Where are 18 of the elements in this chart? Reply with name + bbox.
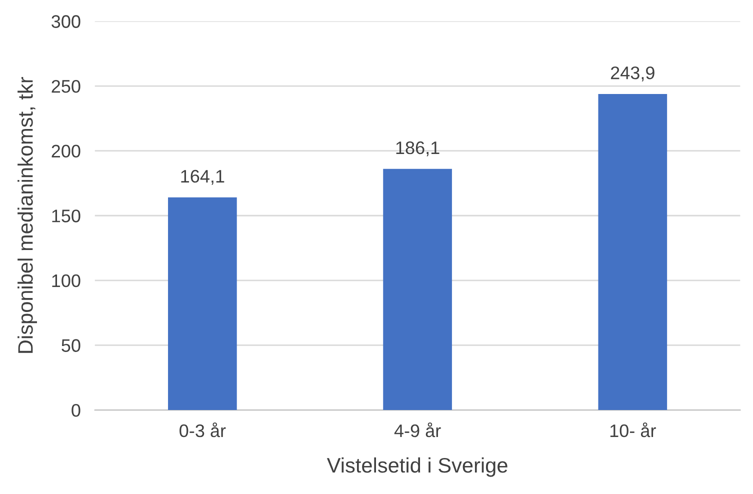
data-label: 164,1 <box>181 170 224 185</box>
x-tick-label: 4-9 år <box>394 422 441 438</box>
y-tick-label: 200 <box>52 144 80 158</box>
bar <box>383 168 452 410</box>
y-tick-label: 300 <box>52 15 80 28</box>
data-label: 186,1 <box>396 141 440 156</box>
data-label: 243,9 <box>610 66 654 82</box>
y-tick-label: 0 <box>72 404 80 417</box>
y-axis-title: Disponibel medianinkomst, tkr <box>18 77 37 353</box>
x-tick-label: 0-3 år <box>180 422 226 438</box>
y-tick-label: 50 <box>62 339 80 352</box>
y-tick-label: 100 <box>52 274 80 288</box>
bar <box>168 197 237 410</box>
x-axis-title: Vistelsetid i Sverige <box>326 457 508 477</box>
y-tick-label: 150 <box>52 210 80 222</box>
x-tick-label: 10- år <box>610 422 656 438</box>
y-tick-label: 250 <box>52 80 80 93</box>
bar <box>598 94 668 410</box>
